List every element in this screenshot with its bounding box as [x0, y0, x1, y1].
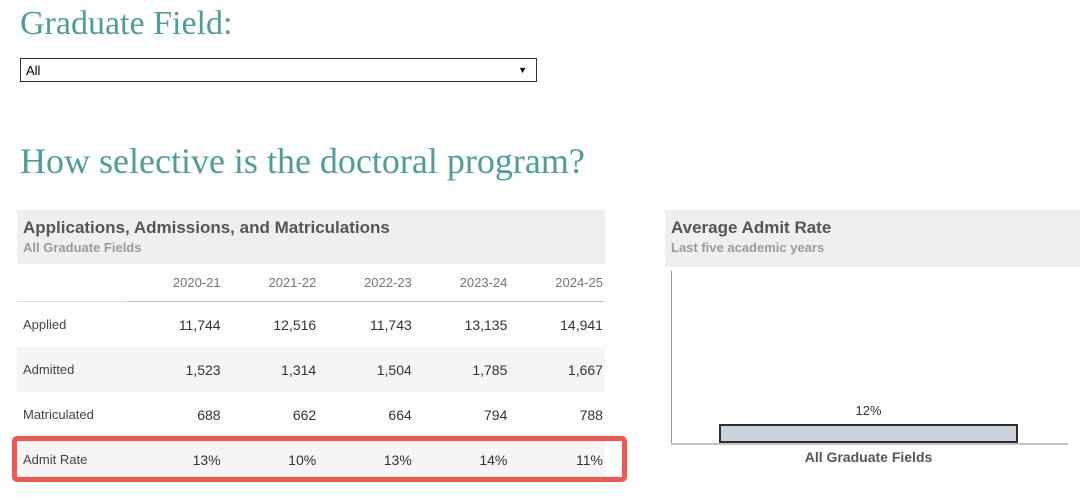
- table-cell: 13,135: [464, 316, 508, 333]
- applications-table-panel: Applications, Admissions, and Matriculat…: [12, 210, 627, 482]
- table-cell: 688: [197, 406, 221, 423]
- table-cell: 14,941: [560, 316, 603, 333]
- table-corner-cell: [17, 264, 127, 302]
- table-cell: 12,516: [273, 316, 317, 333]
- table-cell: 1,523: [185, 361, 221, 378]
- row-label: Admit Rate: [23, 452, 88, 467]
- column-header: 2023-24: [413, 264, 510, 302]
- dropdown-selected-value: All: [26, 62, 41, 78]
- filter-title: Graduate Field:: [20, 5, 233, 42]
- table-cell: 13%: [383, 451, 412, 468]
- table-subtitle: All Graduate Fields: [23, 240, 142, 255]
- table-cell: 788: [579, 406, 603, 423]
- table-cell: 1,504: [376, 361, 412, 378]
- table-cell: 11%: [575, 451, 603, 468]
- table-row-admitted: Admitted 1,523 1,314 1,504 1,785 1,667: [17, 347, 605, 392]
- chart-category-label: All Graduate Fields: [804, 449, 933, 465]
- table-cell: 1,785: [472, 361, 508, 378]
- table-header-row: 2020-21 2021-22 2022-23 2023-24 2024-25: [17, 264, 605, 302]
- page-title: How selective is the doctoral program?: [20, 141, 585, 181]
- table-cell: 662: [292, 406, 317, 423]
- column-header: 2021-22: [222, 264, 319, 302]
- table-title: Applications, Admissions, and Matriculat…: [23, 218, 390, 237]
- table-cell: 1,667: [567, 361, 603, 378]
- chart-subtitle: Last five academic years: [671, 240, 825, 255]
- table-cell: 664: [388, 406, 412, 423]
- row-label: Admitted: [23, 362, 75, 377]
- table-row-applied: Applied 11,744 12,516 11,743 13,135 14,9…: [17, 302, 605, 347]
- table-cell: 13%: [192, 451, 221, 468]
- table-cell: 10%: [288, 451, 317, 468]
- row-label: Matriculated: [23, 407, 94, 422]
- row-label: Applied: [23, 317, 67, 332]
- column-header: 2022-23: [318, 264, 414, 302]
- admit-rate-chart-panel: Average Admit Rate Last five academic ye…: [665, 210, 1080, 502]
- table-cell: 14%: [479, 451, 508, 468]
- chevron-down-icon: ▼: [518, 65, 527, 75]
- admit-rate-bar[interactable]: [719, 424, 1018, 443]
- column-header: 2020-21: [127, 264, 223, 302]
- chart-panel-header: Average Admit Rate Last five academic ye…: [665, 210, 1080, 267]
- graduate-field-dropdown[interactable]: All ▼: [20, 58, 537, 82]
- table-row-matriculated: Matriculated 688 662 664 794 788: [17, 392, 605, 437]
- table-panel-header: Applications, Admissions, and Matriculat…: [17, 210, 605, 264]
- chart-x-axis: [671, 443, 1068, 445]
- table-cell: 794: [484, 406, 508, 423]
- bar-value-label: 12%: [855, 403, 882, 418]
- table-cell: 11,744: [178, 316, 221, 333]
- table-row-admit-rate: Admit Rate 13% 10% 13% 14% 11%: [17, 437, 605, 482]
- table-cell: 1,314: [281, 361, 317, 378]
- chart-title: Average Admit Rate: [671, 218, 832, 237]
- column-header: 2024-25: [509, 264, 605, 302]
- chart-y-axis: [671, 271, 672, 443]
- admit-rate-bar-chart: 12% All Graduate Fields: [665, 267, 1080, 502]
- admissions-table: 2020-21 2021-22 2022-23 2023-24 2024-25 …: [17, 264, 605, 482]
- table-cell: 11,743: [370, 316, 412, 333]
